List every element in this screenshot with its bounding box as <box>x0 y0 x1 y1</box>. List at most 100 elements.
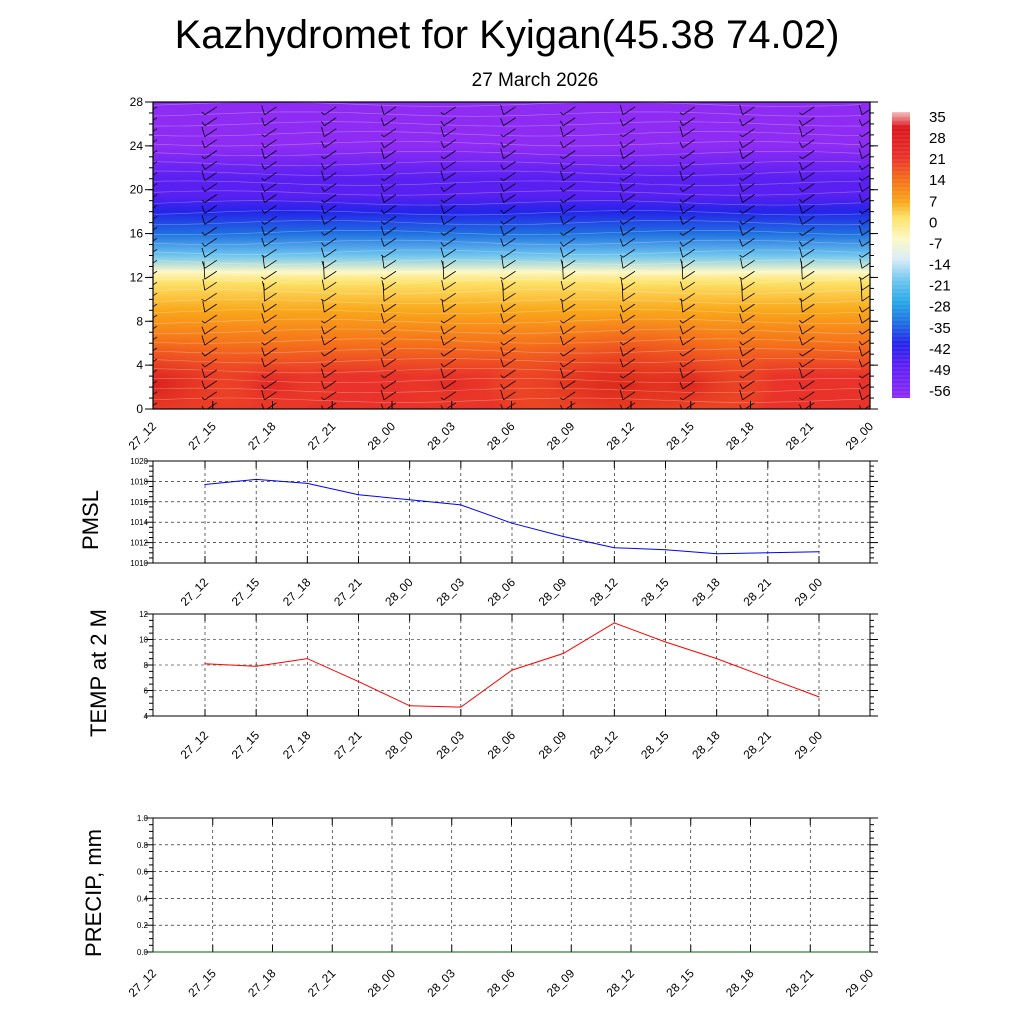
wind-barb <box>619 402 636 409</box>
y-tick-label: 1020 <box>130 457 148 466</box>
precip-data-point <box>749 951 752 953</box>
contour-line <box>153 220 862 226</box>
wind-barb <box>440 402 456 409</box>
wind-barb <box>679 314 695 324</box>
wind-barb <box>203 261 217 280</box>
wind-barb <box>619 270 636 280</box>
wind-barb <box>440 380 456 390</box>
contour-line <box>153 397 862 403</box>
wind-barb <box>560 280 576 291</box>
contour-line <box>153 180 862 186</box>
wind-barb <box>201 402 217 409</box>
wind-barb <box>380 172 397 181</box>
wind-barb <box>560 380 576 390</box>
temp2m-data-point <box>562 652 564 655</box>
wind-barb <box>321 215 337 225</box>
wind-barb <box>153 139 158 143</box>
chart-subtitle: 27 March 2026 <box>472 70 599 91</box>
x-tick-label: 27_21 <box>305 419 339 453</box>
wind-barb <box>153 205 158 209</box>
pmsl-data-point <box>818 551 820 553</box>
wind-barb <box>560 314 576 324</box>
warm-core <box>602 340 779 409</box>
colorbar-label: 7 <box>929 193 937 210</box>
wind-barb <box>858 104 870 116</box>
wind-barb <box>261 313 277 324</box>
colorbar-label: -21 <box>929 278 951 295</box>
wind-barb <box>153 292 158 297</box>
wind-barb <box>858 383 870 390</box>
wind-barb <box>321 117 337 127</box>
wind-barb <box>380 148 397 159</box>
wind-barb <box>261 237 277 247</box>
temp-panel: 4 6 8 10 12 27_12 27_15 27_18 27_21 28_00 28_03 28_… <box>86 609 878 762</box>
wind-barb <box>321 139 337 148</box>
x-tick-label: 27_15 <box>229 575 263 609</box>
wind-barb <box>261 139 277 148</box>
y-tick-label: 1016 <box>130 498 148 507</box>
wind-barb <box>799 171 815 181</box>
precip-panel: 0.0 0.2 0.4 0.6 0.8 1.0 27_12 27_15 27_18 27_21 28… <box>81 814 878 1000</box>
x-tick-label: 29_00 <box>843 419 877 453</box>
wind-barb <box>739 303 755 313</box>
contour-line <box>153 230 862 236</box>
x-tick-label: 28_09 <box>544 419 578 453</box>
contour-line <box>153 279 862 285</box>
wind-barb <box>500 216 516 225</box>
x-tick-label: 27_21 <box>331 728 365 762</box>
wind-barb <box>500 313 516 324</box>
panel-frame <box>152 460 871 564</box>
wind-barb <box>799 347 815 357</box>
y-tick-label: 0.4 <box>137 894 149 903</box>
wind-barb <box>739 216 755 225</box>
wind-barb <box>321 279 337 291</box>
wind-barb <box>679 216 695 225</box>
x-tick-label: 28_00 <box>382 575 416 609</box>
wind-barb <box>201 139 217 148</box>
wind-barb <box>321 247 337 258</box>
wind-barb <box>679 204 695 214</box>
wind-barb <box>679 170 695 181</box>
wind-barb <box>500 117 516 127</box>
wind-barb <box>500 183 516 192</box>
colorbar-label: 35 <box>929 109 946 126</box>
wind-barb <box>679 227 695 236</box>
wind-barb <box>739 148 755 159</box>
wind-barb <box>501 256 516 269</box>
wind-barb <box>201 314 217 324</box>
wind-barb <box>321 183 337 192</box>
precip-data-point <box>690 951 692 953</box>
wind-barb <box>739 172 755 181</box>
pmsl-data-point <box>409 499 411 501</box>
wind-barb <box>380 369 397 379</box>
wind-barb <box>859 277 870 291</box>
wind-barb <box>739 336 755 346</box>
x-tick-label: 28_18 <box>689 575 723 609</box>
wind-barb <box>153 172 158 176</box>
wind-barb <box>261 128 277 138</box>
wind-barb <box>201 238 217 247</box>
x-tick-label: 28_15 <box>638 728 672 762</box>
precip-data-point <box>451 951 453 953</box>
wind-barb <box>440 126 456 138</box>
y-tick-label: 4 <box>144 712 149 721</box>
wind-barb <box>440 227 456 236</box>
y-tick-label: 0.6 <box>137 868 149 877</box>
wind-barbs <box>153 104 870 409</box>
x-tick-label: 27_18 <box>245 419 279 453</box>
contour-line <box>153 190 862 196</box>
wind-barb <box>153 402 158 406</box>
contour-line <box>153 308 862 314</box>
wind-barb <box>739 358 755 368</box>
pmsl-data-point <box>460 504 462 506</box>
wind-barb <box>619 128 636 138</box>
wind-barb <box>201 380 217 390</box>
wind-barb <box>680 258 695 269</box>
wind-barb <box>858 225 870 236</box>
wind-barb <box>442 261 456 280</box>
wind-barb <box>799 227 815 236</box>
x-tick-label: 28_12 <box>587 728 621 762</box>
wind-barb <box>500 336 516 346</box>
contour-line <box>153 131 862 137</box>
wind-barb <box>679 380 695 390</box>
